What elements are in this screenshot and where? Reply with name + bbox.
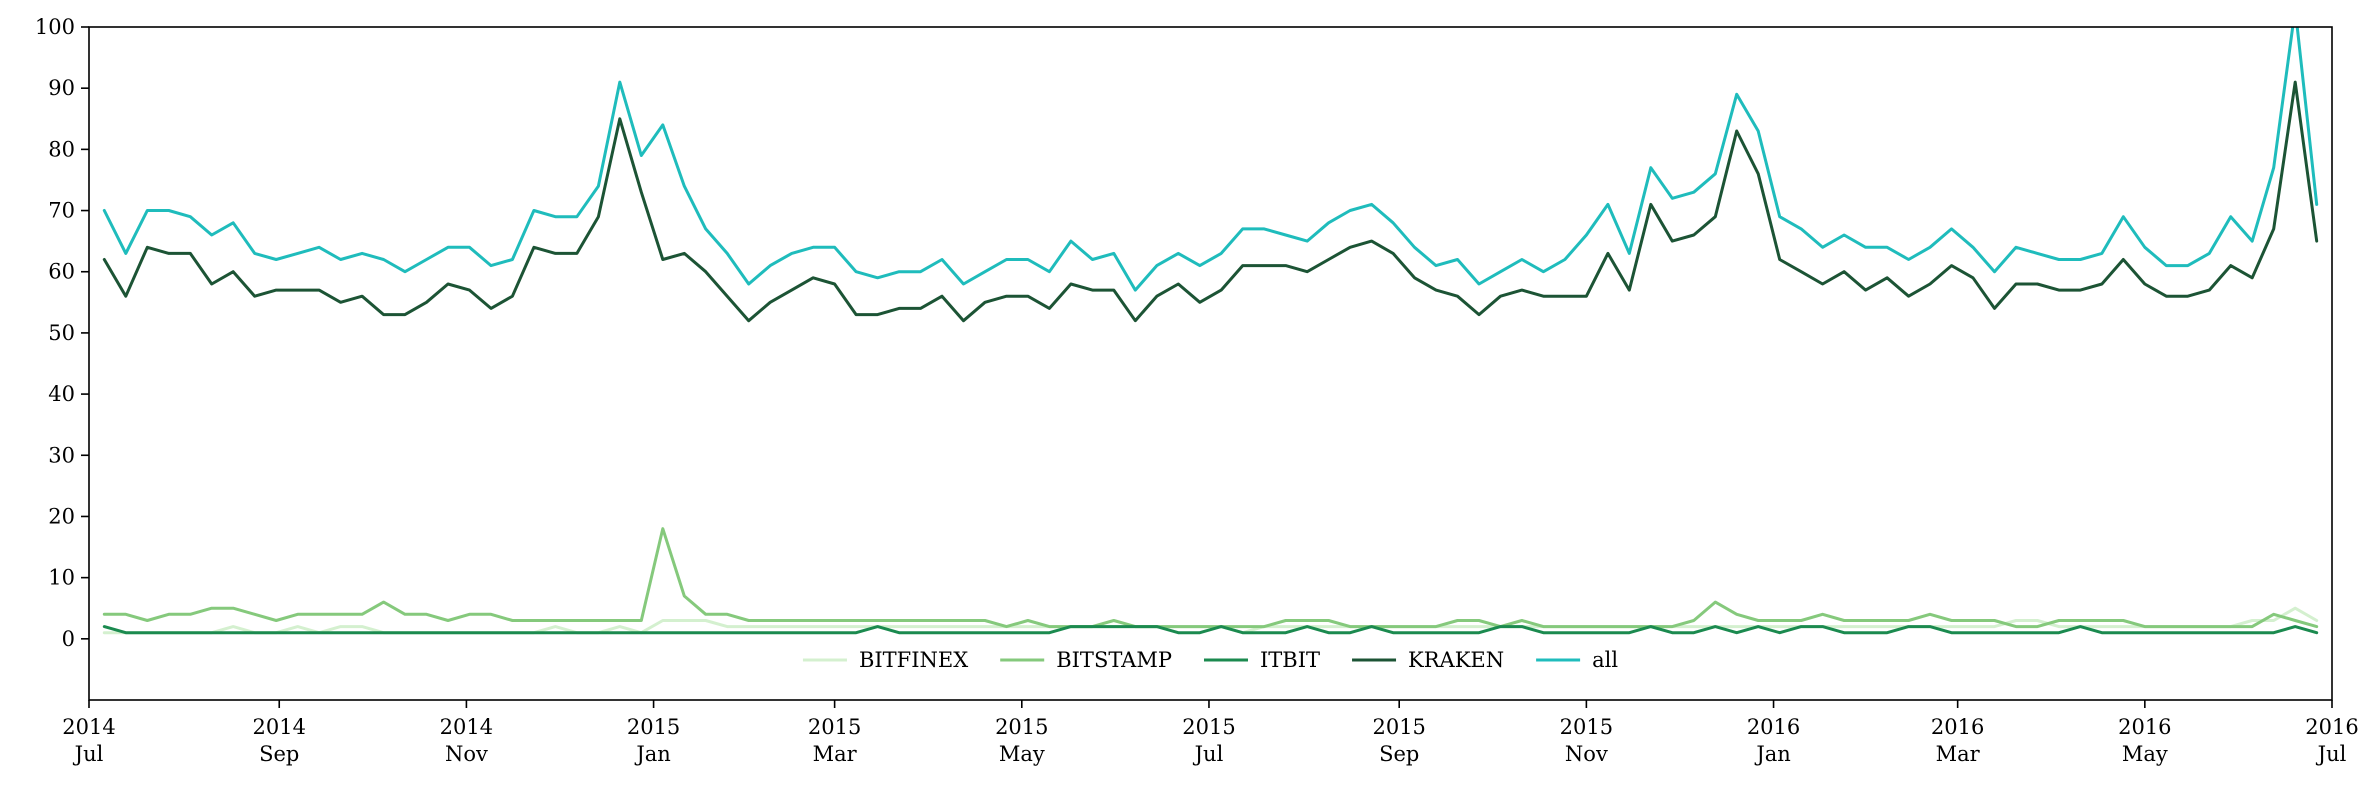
x-tick-label-year: 2014 <box>253 715 306 739</box>
x-tick-label-month: Jan <box>1754 742 1790 766</box>
series-line-itbit <box>102 625 2319 635</box>
x-tick-label-month: Sep <box>1379 742 1419 766</box>
series-line-bitstamp <box>102 527 2319 629</box>
x-tick-label-month: Nov <box>1565 742 1608 766</box>
x-tick-label-year: 2016 <box>1747 715 1800 739</box>
legend-label: ITBIT <box>1260 648 1320 672</box>
y-tick-label: 90 <box>48 76 75 100</box>
series-layer <box>102 27 2319 635</box>
x-tick-label-year: 2016 <box>1931 715 1984 739</box>
y-tick-label: 70 <box>48 199 75 223</box>
x-tick-label-year: 2015 <box>1560 715 1613 739</box>
legend-item-itbit: ITBIT <box>1203 648 1320 672</box>
x-tick-label-year: 2015 <box>627 715 680 739</box>
legend: BITFINEX BITSTAMP ITBIT KRAKEN all <box>802 648 1618 672</box>
series-line-all <box>102 27 2319 292</box>
series-line-kraken <box>102 80 2319 323</box>
legend-item-kraken: KRAKEN <box>1352 648 1504 672</box>
y-tick-label: 40 <box>48 382 75 406</box>
plot-area-frame <box>88 26 2333 701</box>
x-tick-label-year: 2016 <box>2305 715 2358 739</box>
x-tick-label-month: Jul <box>2316 742 2347 766</box>
y-tick-label: 60 <box>48 260 75 284</box>
x-tick-label-year: 2016 <box>2118 715 2171 739</box>
x-tick-label-month: Jul <box>73 742 104 766</box>
x-tick-label-month: Jan <box>634 742 670 766</box>
legend-item-bitfinex: BITFINEX <box>802 648 968 672</box>
x-tick-label-month: Nov <box>445 742 488 766</box>
x-tick-label-month: May <box>2122 742 2168 766</box>
x-tick-label-year: 2015 <box>1182 715 1235 739</box>
x-tick-label-year: 2015 <box>1372 715 1425 739</box>
y-tick-label: 50 <box>48 321 75 345</box>
y-tick-label: 10 <box>48 566 75 590</box>
x-tick-label-month: Jul <box>1193 742 1224 766</box>
y-tick-label: 0 <box>62 627 75 651</box>
x-tick-label-year: 2015 <box>808 715 861 739</box>
y-tick-label: 100 <box>35 15 75 39</box>
y-tick-label: 30 <box>48 443 75 467</box>
legend-label: all <box>1592 648 1618 672</box>
legend-item-bitstamp: BITSTAMP <box>1000 648 1172 672</box>
x-tick-label-month: Mar <box>813 742 858 766</box>
x-tick-label-year: 2014 <box>62 715 115 739</box>
y-axis: 0 10 20 30 40 50 60 70 80 90 100 <box>35 15 89 651</box>
x-tick-label-month: Mar <box>1936 742 1981 766</box>
x-tick-label-year: 2014 <box>440 715 493 739</box>
x-tick-label-year: 2015 <box>995 715 1048 739</box>
legend-label: KRAKEN <box>1408 648 1504 672</box>
x-axis: 2014 Jul 2014 Sep 2014 Nov 2015 Jan 2015 Mar 2015 M… <box>62 700 2359 766</box>
legend-label: BITFINEX <box>859 648 968 672</box>
legend-label: BITSTAMP <box>1056 648 1172 672</box>
x-tick-label-month: Sep <box>259 742 299 766</box>
legend-item-all: all <box>1536 648 1618 672</box>
y-tick-label: 20 <box>48 504 75 528</box>
y-tick-label: 80 <box>48 137 75 161</box>
x-tick-label-month: May <box>999 742 1045 766</box>
